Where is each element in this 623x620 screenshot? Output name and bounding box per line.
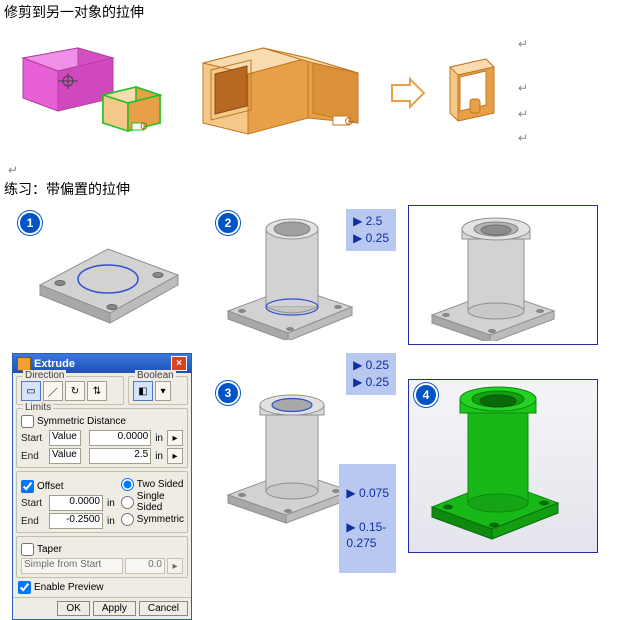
extruded-tube-illustration: [188, 28, 378, 158]
off-end-input[interactable]: -0.2500: [49, 513, 103, 529]
taper-mode-select: Simple from Start: [21, 558, 123, 574]
taper-value-input: 0.0: [125, 558, 165, 574]
symmetric-off-label: Symmetric: [137, 514, 184, 525]
extrude-dialog: Extrude × Direction ▭ ／ ↻ ⇅: [12, 353, 192, 620]
offset-checkbox[interactable]: [21, 480, 34, 493]
group-limits-label: Limits: [23, 402, 53, 413]
unit-label: in: [107, 498, 115, 509]
rad-two-sided[interactable]: Two Sided: [121, 478, 184, 491]
extrude-icon: [17, 357, 31, 371]
chk-offset[interactable]: Offset: [21, 480, 115, 493]
unit-label: in: [155, 451, 163, 462]
start-label: Start: [21, 433, 47, 444]
callout-3c: ▶ 0.075: [346, 485, 389, 502]
direction-toolbar: ▭ ／ ↻ ⇅: [21, 381, 119, 401]
step-badge-3: 3: [216, 381, 240, 405]
callout-2: ▶ 2.5 ▶ 0.25: [346, 209, 396, 251]
result-top-cell: [408, 205, 598, 345]
taper-extra-button: ▸: [167, 558, 183, 574]
start-mode-select[interactable]: Value: [49, 430, 81, 446]
chk-symmetric[interactable]: Symmetric Distance: [21, 415, 183, 428]
rad-symmetric[interactable]: Symmetric: [121, 513, 184, 526]
start-extra-button[interactable]: ▸: [167, 430, 183, 446]
return-mark: ↵: [8, 163, 18, 177]
bool-dropdown[interactable]: ▾: [155, 381, 171, 401]
unit-label: in: [155, 433, 163, 444]
step4-green-part: [408, 373, 594, 573]
single-sided-label: Single Sided: [137, 491, 184, 513]
apply-button[interactable]: Apply: [93, 601, 136, 616]
off-end-label: End: [21, 516, 47, 527]
end-mode-select[interactable]: Value: [49, 448, 81, 464]
cancel-button[interactable]: Cancel: [139, 601, 188, 616]
start-value-input[interactable]: 0.0000: [89, 430, 151, 446]
taper-checkbox[interactable]: [21, 543, 34, 556]
symmetric-radio[interactable]: [121, 513, 134, 526]
unit-label: in: [107, 516, 115, 527]
dir-tool-1[interactable]: ▭: [21, 381, 41, 401]
callout-3a: ▶ 0.25: [353, 357, 389, 374]
chk-taper[interactable]: Taper: [21, 543, 183, 556]
section-title-2: 练习：带偏置的拉伸: [0, 177, 623, 201]
dir-tool-2[interactable]: ／: [43, 381, 63, 401]
section-title-1: 修剪到另一对象的拉伸: [0, 0, 623, 24]
off-start-input[interactable]: 0.0000: [49, 495, 103, 511]
taper-label: Taper: [37, 544, 62, 555]
offset-label: Offset: [37, 481, 64, 492]
symmetric-label: Symmetric Distance: [37, 416, 126, 427]
arrow-icon: [388, 73, 428, 113]
group-direction-label: Direction: [23, 370, 66, 381]
callout-3d: ▶ 0.15- 0.275: [346, 519, 389, 553]
dialog-title-text: Extrude: [34, 358, 75, 370]
two-sided-radio[interactable]: [121, 478, 134, 491]
dir-tool-4[interactable]: ⇅: [87, 381, 107, 401]
result-outline: [408, 205, 598, 345]
return-mark: ↵: [518, 107, 528, 121]
trim-source-illustration: [8, 33, 178, 153]
close-icon[interactable]: ×: [171, 356, 187, 371]
two-sided-label: Two Sided: [137, 479, 184, 490]
step-badge-1: 1: [18, 211, 42, 235]
return-mark: ↵: [518, 131, 528, 145]
callout-2b: ▶ 0.25: [353, 230, 389, 247]
callout-2a: ▶ 2.5: [353, 213, 389, 230]
callout-3-top: ▶ 0.25 ▶ 0.25: [346, 353, 396, 395]
steps-grid: 1 2: [12, 205, 611, 573]
callout-3b: ▶ 0.25: [353, 374, 389, 391]
group-boolean-label: Boolean: [135, 370, 176, 381]
end-value-input[interactable]: 2.5: [89, 448, 151, 464]
result-frame-illustration: [438, 43, 508, 143]
return-mark: ↵: [518, 37, 528, 51]
dialog-cell: Extrude × Direction ▭ ／ ↻ ⇅: [12, 353, 202, 573]
step-3-cell: 3 ▶ 0.25 ▶ 0.25 ▶ 0.075 ▶ 0.1: [210, 353, 400, 573]
step-4-cell: 4: [408, 353, 598, 573]
step-2-cell: 2 ▶ 2.5 ▶ 0.25: [210, 205, 400, 345]
step-1-cell: 1: [12, 205, 202, 345]
end-extra-button[interactable]: ▸: [167, 448, 183, 464]
end-label: End: [21, 451, 47, 462]
return-mark: ↵: [518, 81, 528, 95]
preview-checkbox[interactable]: [18, 581, 31, 594]
symmetric-checkbox[interactable]: [21, 415, 34, 428]
callout-3-bottom: ▶ 0.075 ▶ 0.15- 0.275: [339, 464, 396, 573]
ok-button[interactable]: OK: [57, 601, 89, 616]
dir-tool-3[interactable]: ↻: [65, 381, 85, 401]
rad-single-sided[interactable]: Single Sided: [121, 491, 184, 513]
single-sided-radio[interactable]: [121, 496, 134, 509]
bool-tool-1[interactable]: ◧: [133, 381, 153, 401]
illustration-row-1: ↵ ↵ ↵ ↵: [0, 24, 623, 162]
off-start-label: Start: [21, 498, 47, 509]
preview-label: Enable Preview: [34, 582, 103, 593]
chk-preview[interactable]: Enable Preview: [18, 581, 186, 594]
step-badge-2: 2: [216, 211, 240, 235]
